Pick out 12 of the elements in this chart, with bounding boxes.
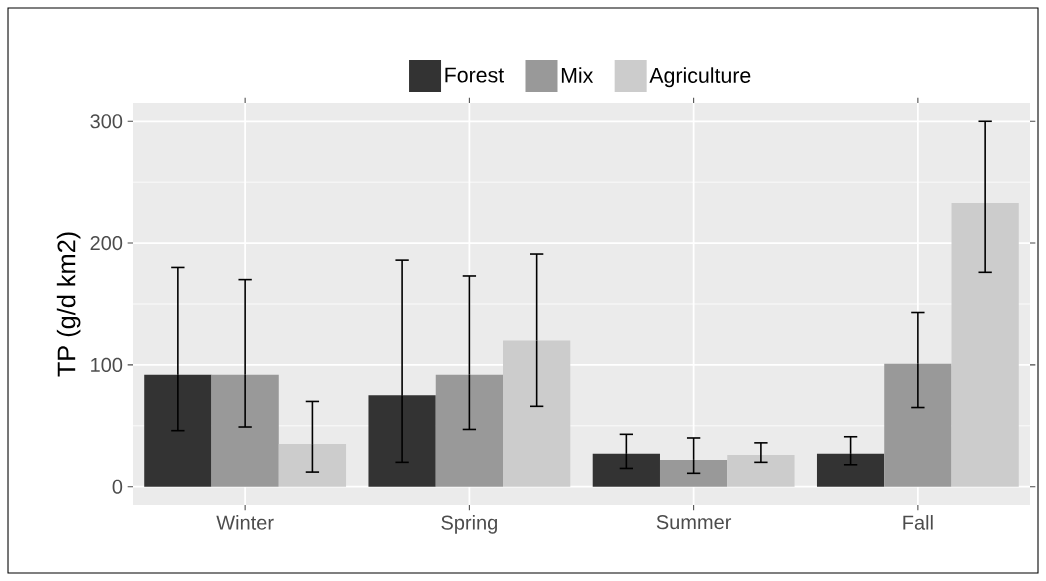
y-tick-label: 300	[90, 114, 123, 129]
y-axis-title: TP (g/d km2)	[56, 232, 81, 377]
y-tick-label: 200	[90, 236, 123, 251]
x-tick-label: Spring	[441, 515, 497, 534]
legend-label: Agriculture	[649, 67, 751, 88]
x-tick-label: Fall	[903, 515, 933, 530]
x-tick-label: Winter	[216, 515, 274, 530]
y-tick-label: 100	[91, 357, 123, 372]
legend-label: Mix	[561, 67, 594, 83]
legend-label: Forest	[445, 67, 504, 83]
x-tick-label: Summer	[656, 515, 732, 530]
y-tick-label: 0	[112, 479, 123, 494]
